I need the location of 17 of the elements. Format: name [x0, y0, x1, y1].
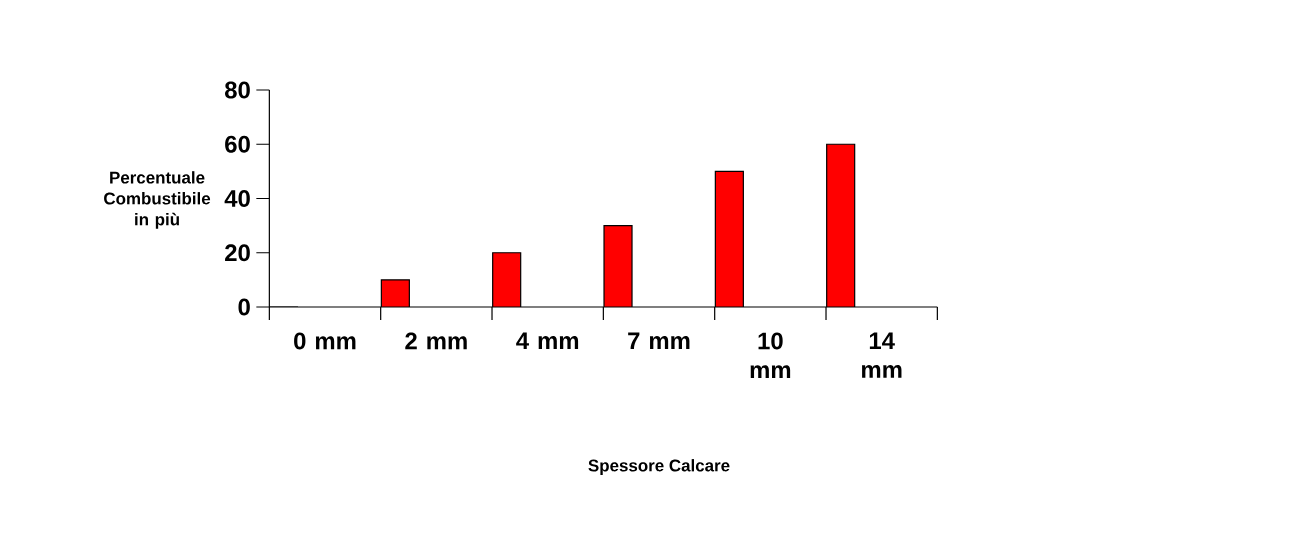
y-tick-label: 40 — [224, 190, 250, 207]
x-tick-label: 14 mm — [862, 332, 902, 378]
x-axis-title: Spessore Calcare — [588, 459, 730, 475]
bar — [715, 171, 744, 307]
x-tick-label: 7 mm — [628, 332, 690, 349]
x-tick-label: 10 mm — [750, 332, 791, 379]
y-axis-title: Percentuale Combustibile in più — [104, 171, 211, 229]
x-tick-label: 2 mm — [405, 332, 467, 350]
x-tick-label: 0 mm — [294, 332, 356, 350]
bar — [492, 252, 521, 307]
bar — [826, 143, 856, 307]
y-tick-label: 60 — [225, 135, 250, 153]
x-tick-label: 4 mm — [516, 332, 579, 349]
y-tick-label: 0 — [238, 298, 250, 316]
bar — [604, 225, 633, 307]
y-tick-label: 20 — [225, 244, 250, 262]
y-tick-label: 80 — [225, 81, 250, 99]
